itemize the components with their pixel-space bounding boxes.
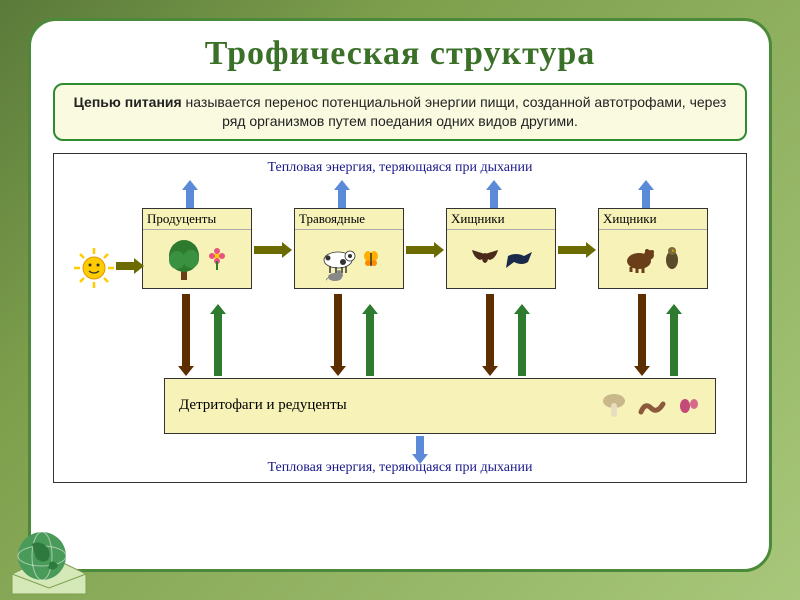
down-blue-arrow xyxy=(414,436,426,464)
down-brown-arrow xyxy=(332,294,344,376)
down-brown-arrow xyxy=(636,294,648,376)
right-olive-arrow xyxy=(116,262,144,272)
sun-icon xyxy=(72,246,116,290)
up-blue-arrow xyxy=(336,180,348,208)
up-blue-arrow xyxy=(640,180,652,208)
producers-label: Продуценты xyxy=(143,209,251,230)
mouse-icon xyxy=(326,269,344,283)
up-blue-arrow xyxy=(488,180,500,208)
up-green-arrow xyxy=(516,304,528,376)
definition-rest: называется перенос потенциальной энергии… xyxy=(182,94,727,129)
slide-title: Трофическая структура xyxy=(53,35,747,73)
up-green-arrow xyxy=(364,304,376,376)
eagle-icon xyxy=(661,246,683,272)
up-green-arrow xyxy=(212,304,224,376)
predators-1-box: Хищники xyxy=(446,208,556,289)
decomposers-box: Детритофаги и редуценты xyxy=(164,378,716,434)
predators-2-box: Хищники xyxy=(598,208,708,289)
herbivores-icons xyxy=(295,230,403,288)
right-olive-arrow xyxy=(406,246,444,256)
herbivores-box: Травоядные xyxy=(294,208,404,289)
bear-icon xyxy=(623,245,657,273)
decomposers-label: Детритофаги и редуценты xyxy=(179,397,347,414)
bat-icon xyxy=(470,246,500,272)
swallow-icon xyxy=(504,248,532,270)
predators-1-icons xyxy=(447,230,555,288)
predators-2-icons xyxy=(599,230,707,288)
bacteria-icon xyxy=(677,396,701,416)
food-chain-diagram: Тепловая энергия, теряющаяся при дыхании… xyxy=(53,153,747,483)
predators-2-label: Хищники xyxy=(599,209,707,230)
definition-bold: Цепью питания xyxy=(74,94,182,110)
heat-loss-bottom-label: Тепловая энергия, теряющаяся при дыхании xyxy=(54,460,746,476)
producers-icons xyxy=(143,230,251,288)
up-green-arrow xyxy=(668,304,680,376)
mushroom-icon xyxy=(601,391,627,421)
right-olive-arrow xyxy=(558,246,596,256)
right-olive-arrow xyxy=(254,246,292,256)
tree-icon xyxy=(166,236,202,282)
predators-1-label: Хищники xyxy=(447,209,555,230)
herbivores-label: Травоядные xyxy=(295,209,403,230)
producers-box: Продуценты xyxy=(142,208,252,289)
butterfly-icon xyxy=(362,250,380,268)
definition-box: Цепью питания называется перенос потенци… xyxy=(53,83,747,141)
decomposers-icons xyxy=(601,391,701,421)
heat-loss-top-label: Тепловая энергия, теряющаяся при дыхании xyxy=(54,160,746,176)
flower-icon xyxy=(206,248,228,270)
down-brown-arrow xyxy=(484,294,496,376)
up-blue-arrow xyxy=(184,180,196,208)
globe-envelope-icon xyxy=(4,516,94,596)
down-brown-arrow xyxy=(180,294,192,376)
slide-frame: Трофическая структура Цепью питания назы… xyxy=(28,18,772,572)
worm-icon xyxy=(637,394,667,418)
